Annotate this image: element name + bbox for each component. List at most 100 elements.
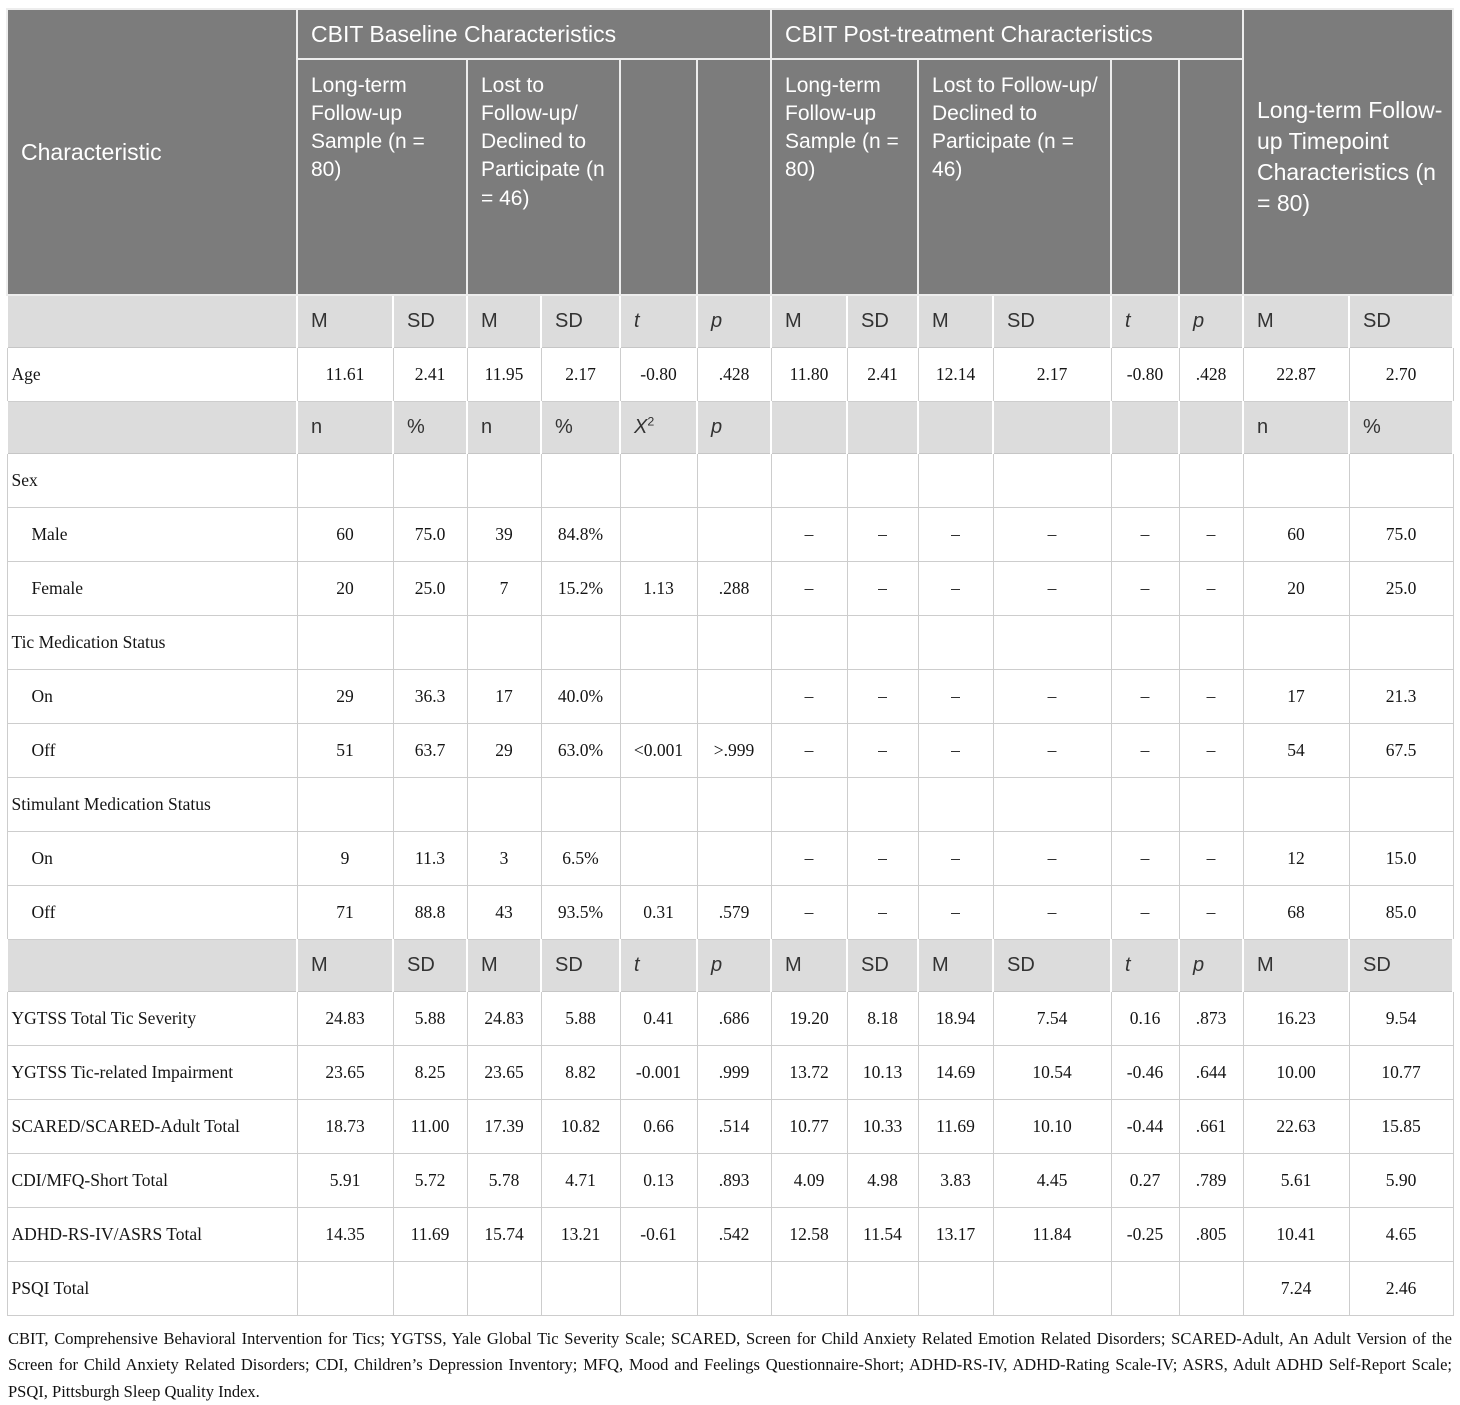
cell: -0.80 <box>1110 347 1180 402</box>
cell: M <box>770 294 849 348</box>
cell: 13.72 <box>770 1045 848 1100</box>
row-label: Stimulant Medication Status <box>6 777 298 832</box>
cell: % <box>540 401 621 454</box>
cell: t <box>619 939 698 992</box>
header-row-groups: Characteristic CBIT Baseline Characteris… <box>6 8 1455 296</box>
cell: 5.90 <box>1348 1153 1454 1208</box>
table-footnote: CBIT, Comprehensive Behavioral Intervent… <box>8 1329 1452 1401</box>
cell: 7 <box>466 561 542 616</box>
cell <box>392 777 468 832</box>
cell: – <box>770 507 848 562</box>
cell: – <box>917 507 994 562</box>
cell: 17.39 <box>466 1099 542 1154</box>
cell: 15.2% <box>540 561 621 616</box>
cell: .805 <box>1178 1207 1244 1262</box>
cell: M <box>917 939 995 992</box>
cell: 14.69 <box>917 1045 994 1100</box>
cell: % <box>392 401 468 454</box>
cell: 11.80 <box>770 347 848 402</box>
cell <box>540 453 621 508</box>
cell: 15.74 <box>466 1207 542 1262</box>
cell: – <box>1110 507 1180 562</box>
cell: 5.88 <box>540 991 621 1046</box>
cell: 9.54 <box>1348 991 1454 1046</box>
cell: 5.61 <box>1242 1153 1350 1208</box>
header-row-subgroups: Long-term Follow-up Sample (n = 80) Lost… <box>7 58 1453 296</box>
cell: 7.54 <box>992 991 1112 1046</box>
cell: 24.83 <box>296 991 394 1046</box>
cell <box>1348 777 1454 832</box>
cell: – <box>917 723 994 778</box>
cell: 25.0 <box>392 561 468 616</box>
cell: 63.7 <box>392 723 468 778</box>
cell <box>296 1261 394 1316</box>
cell: 23.65 <box>296 1045 394 1100</box>
cell <box>917 777 994 832</box>
data-row: PSQI Total 7.24 2.46 <box>6 1261 1454 1316</box>
cell: .428 <box>1178 347 1244 402</box>
data-row: Age 11.61 2.41 11.95 2.17 -0.80.428 11.80 2.41 1… <box>6 347 1454 402</box>
cell: % <box>1348 401 1455 454</box>
cell: – <box>992 885 1112 940</box>
cell: 54 <box>1242 723 1350 778</box>
cell <box>1242 453 1350 508</box>
cell <box>296 453 394 508</box>
cell <box>846 1261 919 1316</box>
cell: -0.44 <box>1110 1099 1180 1154</box>
cell: 16.23 <box>1242 991 1350 1046</box>
cell: .686 <box>696 991 772 1046</box>
cell: – <box>846 723 919 778</box>
cell: 0.31 <box>619 885 698 940</box>
cell: 11.61 <box>296 347 394 402</box>
cell: SD <box>392 294 468 348</box>
cell: 0.66 <box>619 1099 698 1154</box>
cell: – <box>992 831 1112 886</box>
row-label: Tic Medication Status <box>6 615 298 670</box>
cell: SD <box>846 939 920 992</box>
cell <box>1242 615 1350 670</box>
cell <box>619 453 698 508</box>
cell: -0.80 <box>619 347 698 402</box>
cell: n <box>296 401 394 454</box>
group-header-longterm-timepoint: Long-term Follow-up Timepoint Characteri… <box>1242 8 1455 296</box>
cell: 10.10 <box>992 1099 1112 1154</box>
row-label: YGTSS Total Tic Severity <box>6 991 298 1046</box>
item-row: Off 51 63.7 29 63.0% <0.001 >.999– – – – – –54 67.5 <box>6 723 1454 778</box>
cell: 5.78 <box>466 1153 542 1208</box>
cell: 4.71 <box>540 1153 621 1208</box>
cell: – <box>1178 507 1244 562</box>
cell: 43 <box>466 885 542 940</box>
cell: -0.61 <box>619 1207 698 1262</box>
cell <box>619 507 698 562</box>
row-label: YGTSS Tic-related Impairment <box>6 1045 298 1100</box>
cell <box>619 831 698 886</box>
data-row: YGTSS Total Tic Severity 24.83 5.88 24.83 5.… <box>6 991 1454 1046</box>
cell <box>917 615 994 670</box>
cell: >.999 <box>696 723 772 778</box>
cell <box>466 777 542 832</box>
cell: – <box>1178 831 1244 886</box>
cell <box>696 831 772 886</box>
row-label: SCARED/SCARED-Adult Total <box>6 1099 298 1154</box>
cell <box>992 453 1112 508</box>
cell: 11.69 <box>917 1099 994 1154</box>
cell <box>466 1261 542 1316</box>
cell: – <box>917 885 994 940</box>
cell: M <box>296 939 394 992</box>
cell: – <box>917 831 994 886</box>
cell: 11.54 <box>846 1207 919 1262</box>
cell: – <box>1110 885 1180 940</box>
cell <box>1178 401 1245 454</box>
cell: t <box>1110 939 1181 992</box>
cell: – <box>1178 669 1244 724</box>
cell <box>1178 453 1244 508</box>
cell: – <box>1178 723 1244 778</box>
cell: 4.09 <box>770 1153 848 1208</box>
cell: 75.0 <box>1348 507 1454 562</box>
row-label: Off <box>6 723 298 778</box>
cell: 24.83 <box>466 991 542 1046</box>
cell: .873 <box>1178 991 1244 1046</box>
cell: 13.17 <box>917 1207 994 1262</box>
cell <box>770 453 848 508</box>
cell: 85.0 <box>1348 885 1454 940</box>
